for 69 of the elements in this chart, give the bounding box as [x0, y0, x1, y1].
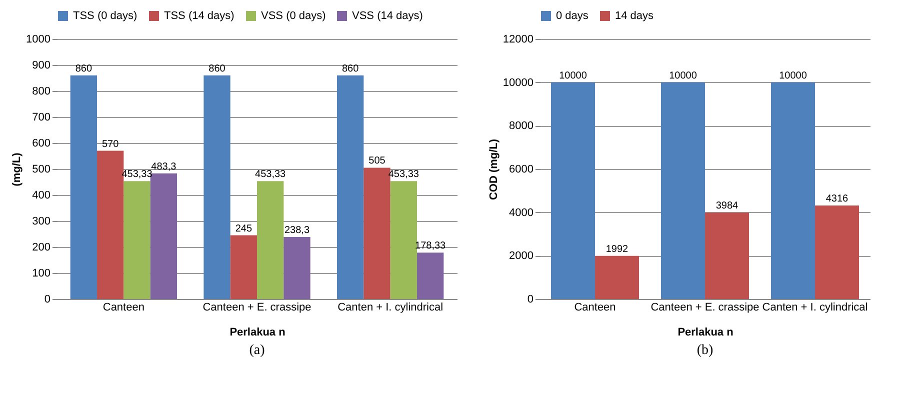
bar [364, 168, 390, 299]
bar [257, 181, 284, 299]
bar [97, 150, 124, 299]
bar [551, 82, 595, 299]
bar [230, 235, 257, 299]
bar [337, 75, 364, 299]
data-label: 3984 [716, 200, 739, 212]
y-tick-label: 8000 [509, 120, 534, 132]
bar [661, 82, 705, 299]
y-tick-label: 2000 [509, 250, 534, 262]
legend-label: TSS (0 days) [73, 10, 138, 22]
bar [150, 173, 177, 299]
bar [815, 205, 859, 299]
y-tick-label: 10000 [502, 76, 534, 89]
x-tick-label: Canten + I. cylindrical [338, 302, 444, 314]
legend-label: 14 days [615, 10, 654, 22]
legend-label: VSS (0 days) [261, 10, 326, 22]
bar [204, 75, 230, 299]
bar [771, 82, 815, 299]
y-tick-label: 400 [32, 190, 50, 202]
y-tick-label: 4000 [509, 206, 534, 219]
text: (a) [249, 343, 266, 358]
data-label: 505 [368, 156, 386, 167]
bar [124, 181, 150, 299]
y-tick-label: 200 [32, 242, 50, 254]
y-axis-title: (mg/L) [11, 152, 24, 186]
x-tick-label: Canteen [574, 302, 616, 314]
y-tick-label: 600 [32, 138, 50, 150]
data-label: 860 [75, 63, 92, 74]
x-axis-title: Perlakua n [678, 326, 734, 338]
y-tick-label: 100 [32, 268, 50, 280]
y-tick-label: 800 [32, 86, 50, 98]
data-label: 10000 [779, 70, 808, 82]
y-tick-label: 900 [32, 60, 50, 72]
x-tick-label: Canteen [102, 302, 144, 314]
y-tick-label: 700 [32, 112, 50, 124]
data-label: 860 [208, 63, 226, 74]
y-axis-title: COD (mg/L) [488, 138, 500, 200]
x-tick-label: Canteen + E. crassipe [650, 302, 760, 314]
y-tick-label: 0 [44, 294, 50, 306]
data-label: 453,33 [255, 169, 286, 180]
y-tick-label: 300 [32, 216, 50, 228]
legend-label: VSS (14 days) [352, 10, 423, 22]
legend-label: 0 days [556, 10, 589, 22]
y-tick-label: 0 [527, 294, 534, 306]
x-tick-label: Canteen + E. crassipe [202, 302, 312, 314]
bar [70, 75, 97, 299]
data-label: 860 [342, 63, 360, 74]
data-label: 238,3 [284, 225, 310, 236]
data-label: 4316 [826, 193, 849, 204]
data-label: 1992 [606, 244, 629, 255]
bar [705, 212, 749, 299]
data-label: 570 [102, 138, 120, 150]
text: (b) [696, 343, 714, 358]
data-label: 245 [235, 223, 252, 234]
bar [284, 237, 310, 299]
bar [595, 256, 639, 299]
y-tick-label: 500 [32, 164, 50, 176]
bar [417, 252, 444, 299]
x-axis-title: Perlakua n [230, 326, 286, 338]
y-tick-label: 12000 [502, 34, 534, 46]
data-label: 10000 [669, 70, 698, 82]
x-tick-label: Canten + I. cylindrical [762, 302, 868, 314]
data-label: 10000 [559, 70, 588, 82]
data-label: 483,3 [151, 161, 177, 172]
y-tick-label: 1000 [26, 34, 50, 46]
y-tick-label: 6000 [509, 164, 534, 176]
bar [390, 181, 417, 299]
legend-label: TSS (14 days) [164, 10, 234, 22]
